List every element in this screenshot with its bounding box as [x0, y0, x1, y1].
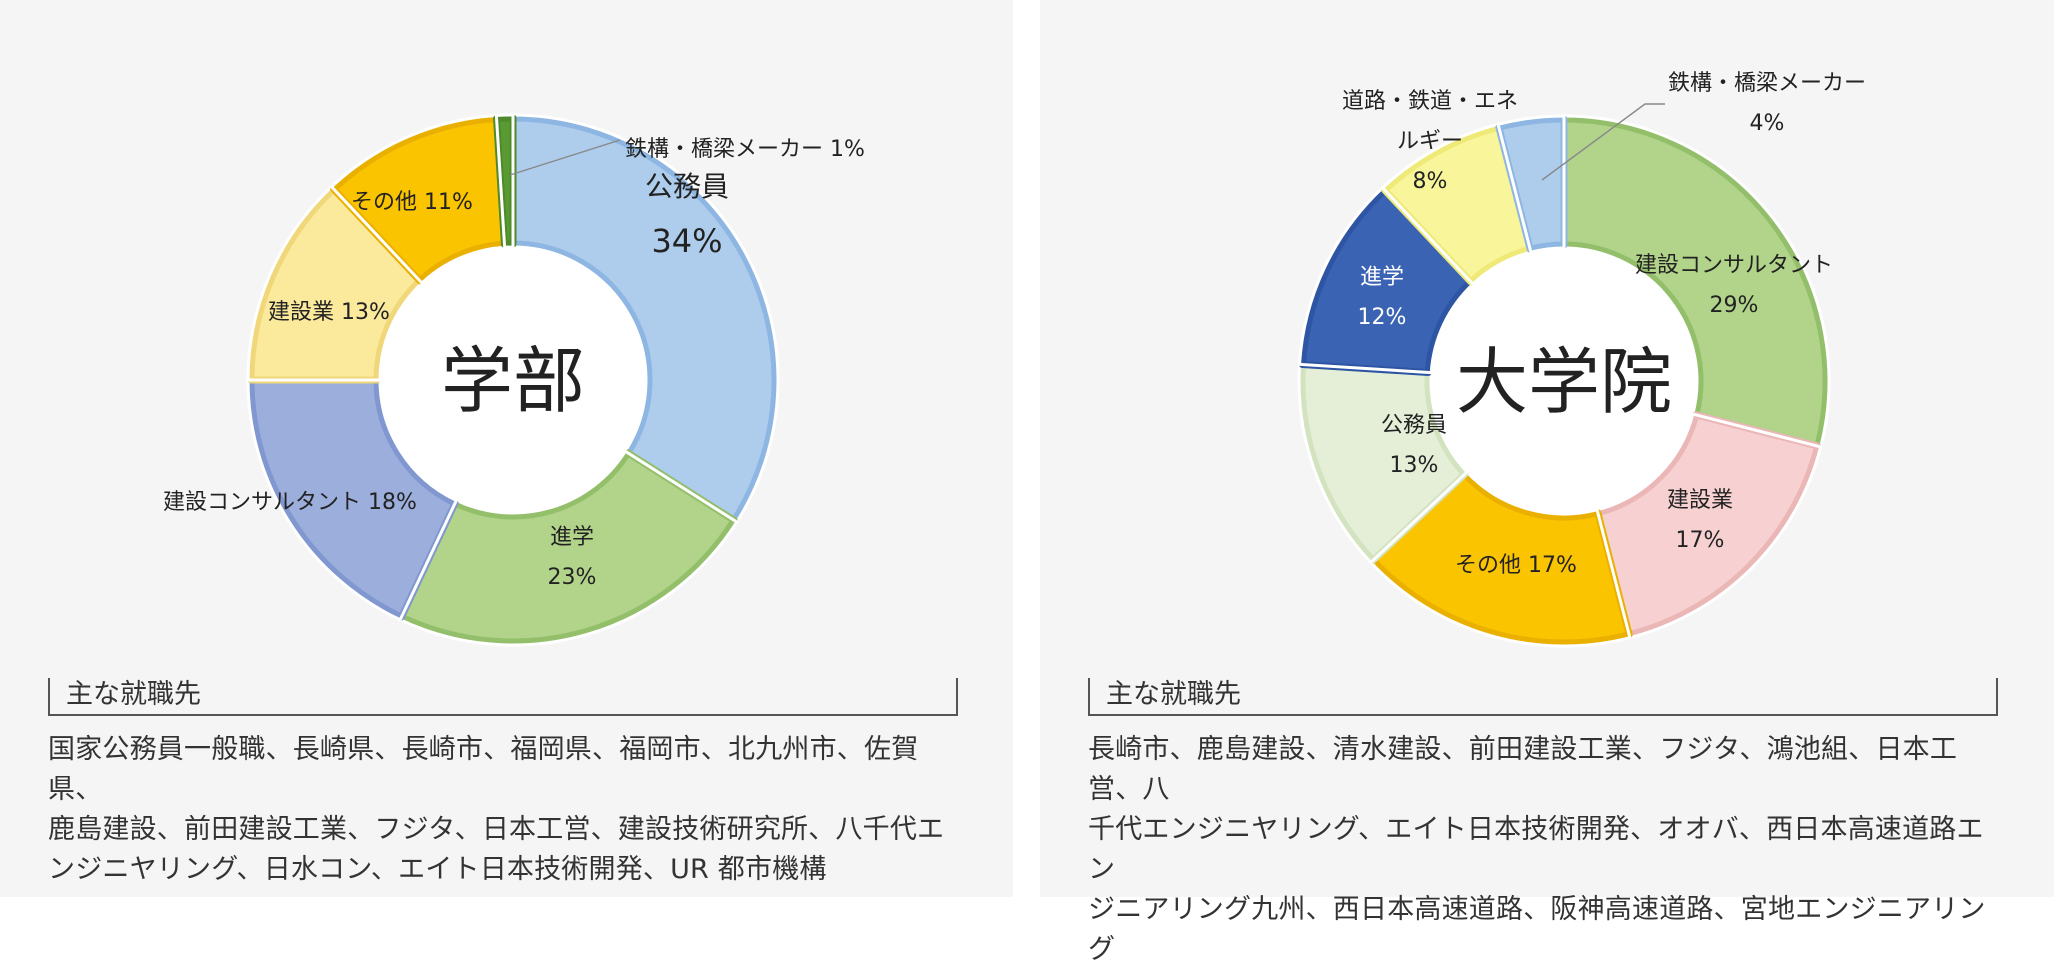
- slice-label: 4%: [1750, 111, 1785, 136]
- slice-label: 公務員: [1381, 413, 1447, 438]
- donut-slice: [509, 114, 779, 524]
- employers-heading: 主な就職先: [48, 678, 958, 716]
- slice-label: 道路・鉄道・エネ: [1342, 89, 1518, 114]
- employers-list: 長崎市、鹿島建設、清水建設、前田建設工業、フジタ、鴻池組、日本工営、八 千代エン…: [1088, 730, 1998, 970]
- graduate-donut-chart: 大学院 建設コンサルタント 29% 建設業 17% その他 17% 公務員 13% 進学 12% 道…: [1297, 71, 1866, 648]
- employers-heading: 主な就職先: [1088, 678, 1998, 716]
- slice-label: 12%: [1358, 305, 1407, 330]
- donut-slice: [1594, 411, 1822, 639]
- slice-label: 建設コンサルタント: [1635, 253, 1833, 278]
- donut-center-label: 大学院: [1456, 340, 1672, 424]
- donut-slices: [246, 113, 780, 647]
- graduate-employers: 主な就職先 長崎市、鹿島建設、清水建設、前田建設工業、フジタ、鴻池組、日本工営、…: [1088, 678, 1998, 970]
- slice-label: ルギー: [1397, 129, 1463, 154]
- slice-label: 建設コンサルタント 18%: [163, 490, 417, 515]
- donut-slice: [1369, 470, 1633, 647]
- donut-slice: [397, 449, 738, 646]
- slice-label: 公務員: [645, 170, 729, 203]
- slice-label: 8%: [1413, 169, 1448, 194]
- employers-line: 鹿島建設、前田建設工業、フジタ、日本工営、建設技術研究所、八千代エ: [48, 814, 945, 845]
- undergraduate-employers: 主な就職先 国家公務員一般職、長崎県、長崎市、福岡県、福岡市、北九州市、佐賀県、…: [48, 678, 958, 890]
- slice-label: 13%: [1390, 453, 1439, 478]
- donut-slices: [1297, 114, 1831, 648]
- employers-line: 国家公務員一般職、長崎県、長崎市、福岡県、福岡市、北九州市、佐賀県、: [48, 734, 919, 805]
- slice-label: その他 17%: [1455, 553, 1577, 578]
- leader-line: [509, 139, 621, 176]
- slice-label: 17%: [1676, 528, 1725, 553]
- slice-label: 23%: [548, 565, 597, 590]
- donut-slice: [1560, 115, 1830, 450]
- employers-line: ンジニヤリング、日水コン、エイト日本技術開発、UR 都市機構: [48, 854, 827, 885]
- slice-label: 29%: [1710, 293, 1759, 318]
- donut-slice-separator: [511, 113, 780, 525]
- slice-label: 鉄構・橋梁メーカー: [1668, 71, 1866, 96]
- donut-hole: [1431, 248, 1697, 514]
- donut-slice-separator: [1368, 469, 1632, 648]
- donut-center-label: 学部: [441, 339, 585, 423]
- donut-slice-separator: [1595, 412, 1823, 640]
- employers-list: 国家公務員一般職、長崎県、長崎市、福岡県、福岡市、北九州市、佐賀県、 鹿島建設、…: [48, 730, 958, 890]
- slice-label: 進学: [1360, 265, 1404, 290]
- donut-hole: [380, 247, 646, 513]
- graduate-panel: 大学院 建設コンサルタント 29% 建設業 17% その他 17% 公務員 13% 進学 12% 道…: [1040, 0, 2054, 965]
- employers-line: 長崎市、鹿島建設、清水建設、前田建設工業、フジタ、鴻池組、日本工営、八: [1088, 734, 1958, 805]
- donut-slice: [247, 376, 459, 621]
- slice-label: 鉄構・橋梁メーカー 1%: [625, 137, 865, 162]
- leader-line: [1541, 103, 1665, 181]
- slice-label: 進学: [550, 525, 594, 550]
- slice-label: 34%: [651, 222, 722, 260]
- slice-label: その他 11%: [351, 190, 473, 215]
- undergraduate-panel: 学部 公務員 34% 進学 23% 建設コンサルタント 18% 建設業 13% その他 11%…: [0, 0, 1013, 897]
- employers-line: 千代エンジニヤリング、エイト日本技術開発、オオバ、西日本高速道路エン: [1088, 814, 1984, 885]
- slice-label: 建設業: [1667, 488, 1733, 513]
- employers-line: ジニアリング九州、西日本高速道路、阪神高速道路、宮地エンジニアリング: [1088, 894, 1986, 965]
- undergraduate-donut-chart: 学部 公務員 34% 進学 23% 建設コンサルタント 18% 建設業 13% その他 11%…: [163, 113, 865, 647]
- slice-label: 建設業 13%: [268, 300, 390, 325]
